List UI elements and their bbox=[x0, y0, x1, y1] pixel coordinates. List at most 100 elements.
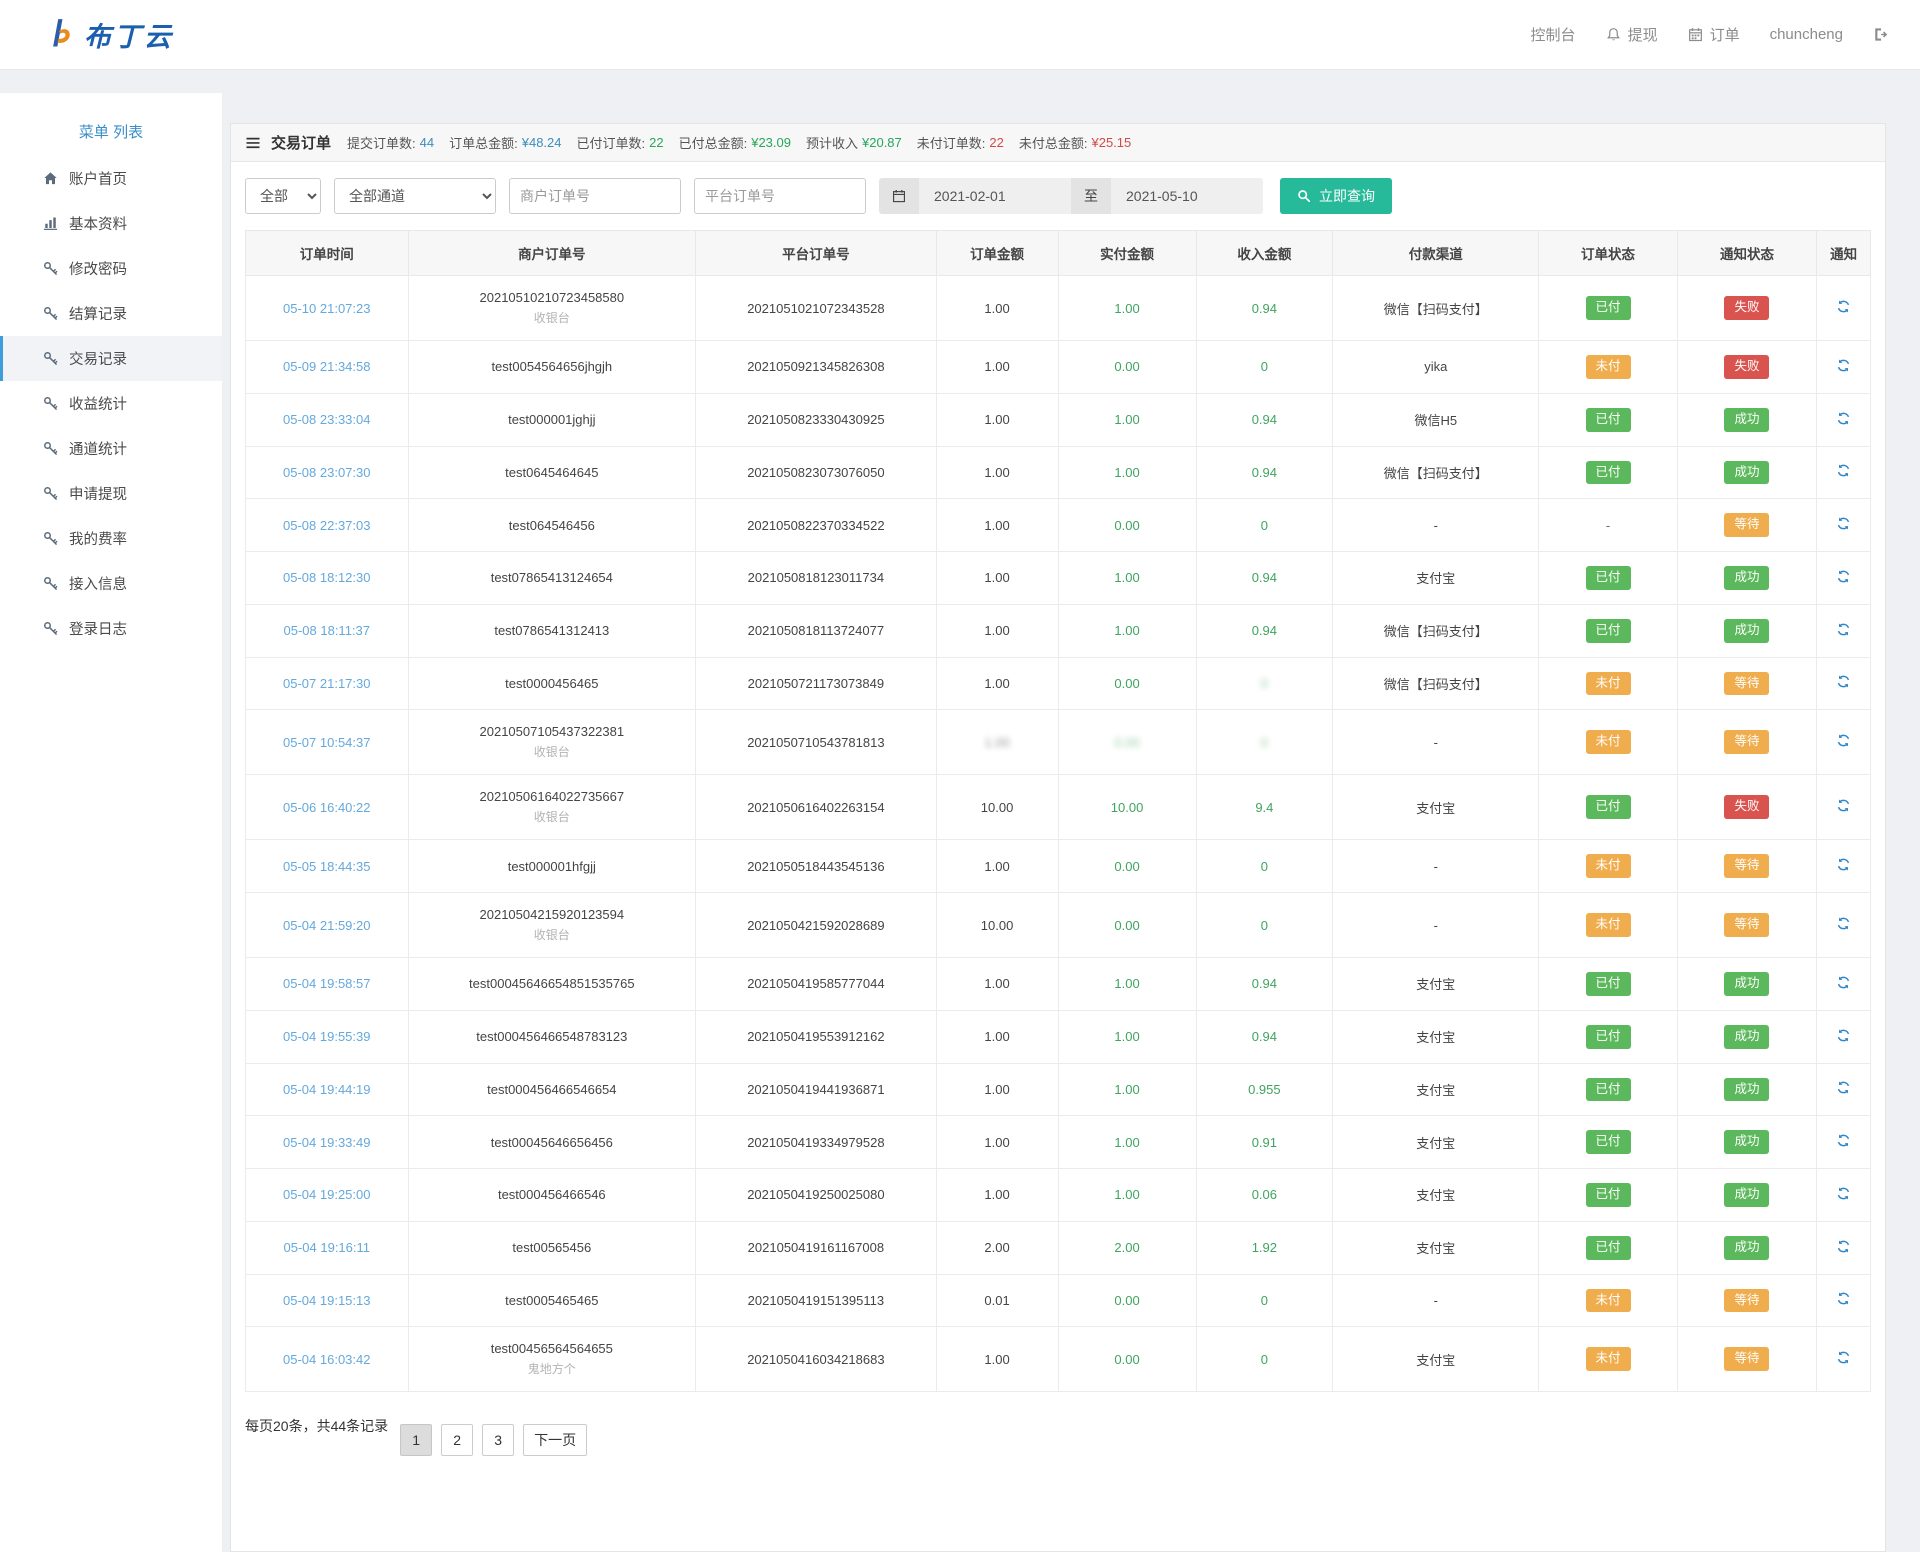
refresh-icon[interactable] bbox=[1836, 1133, 1851, 1148]
order-time-cell: 05-08 18:11:37 bbox=[246, 604, 409, 657]
order-time-link[interactable]: 05-08 18:12:30 bbox=[283, 570, 370, 585]
sidebar-item-access-info[interactable]: 接入信息 bbox=[0, 561, 222, 606]
order-time-link[interactable]: 05-05 18:44:35 bbox=[283, 859, 370, 874]
order-time-link[interactable]: 05-04 19:33:49 bbox=[283, 1135, 370, 1150]
page-button-2[interactable]: 2 bbox=[441, 1424, 473, 1456]
sidebar-item-channel-stats[interactable]: 通道统计 bbox=[0, 426, 222, 471]
order-time-cell: 05-06 16:40:22 bbox=[246, 775, 409, 840]
order-time-link[interactable]: 05-04 19:25:00 bbox=[283, 1187, 370, 1202]
order-time-link[interactable]: 05-04 19:15:13 bbox=[283, 1293, 370, 1308]
sidebar-item-transaction-records[interactable]: 交易记录 bbox=[0, 336, 222, 381]
order-status-cell: 已付 bbox=[1539, 1010, 1677, 1063]
order-time-link[interactable]: 05-09 21:34:58 bbox=[283, 359, 370, 374]
col-header-order-status: 订单状态 bbox=[1539, 231, 1677, 276]
notify-status-cell: 成功 bbox=[1677, 1169, 1817, 1222]
nav-username[interactable]: chuncheng bbox=[1770, 26, 1843, 43]
order-time-link[interactable]: 05-06 16:40:22 bbox=[283, 800, 370, 815]
order-status-badge: 已付 bbox=[1586, 296, 1631, 320]
payment-channel: 微信【扫码支付】 bbox=[1333, 276, 1539, 341]
nav-orders[interactable]: 订单 bbox=[1688, 24, 1740, 45]
notify-cell bbox=[1817, 893, 1871, 958]
income-amount: 0 bbox=[1196, 1327, 1332, 1392]
merchant-order-no: test00456564564655 bbox=[415, 1341, 690, 1356]
order-time-link[interactable]: 05-04 21:59:20 bbox=[283, 918, 370, 933]
sidebar-item-basic-info[interactable]: 基本资料 bbox=[0, 201, 222, 246]
notify-status-cell: 成功 bbox=[1677, 1221, 1817, 1274]
logout-button[interactable] bbox=[1873, 27, 1888, 42]
refresh-icon[interactable] bbox=[1836, 411, 1851, 426]
sidebar-item-login-logs[interactable]: 登录日志 bbox=[0, 606, 222, 651]
order-status-cell: 未付 bbox=[1539, 710, 1677, 775]
refresh-icon[interactable] bbox=[1836, 516, 1851, 531]
date-to-input[interactable] bbox=[1111, 178, 1263, 214]
notify-cell bbox=[1817, 657, 1871, 710]
income-amount: 0.94 bbox=[1196, 276, 1332, 341]
order-time-link[interactable]: 05-04 19:55:39 bbox=[283, 1029, 370, 1044]
refresh-icon[interactable] bbox=[1836, 463, 1851, 478]
sidebar: 菜单 列表 账户首页基本资料修改密码结算记录交易记录收益统计通道统计申请提现我的… bbox=[0, 93, 222, 1552]
sidebar-item-apply-withdraw[interactable]: 申请提现 bbox=[0, 471, 222, 516]
order-time-link[interactable]: 05-04 19:58:57 bbox=[283, 976, 370, 991]
order-amount: 1.00 bbox=[936, 446, 1058, 499]
sidebar-item-my-rates[interactable]: 我的费率 bbox=[0, 516, 222, 561]
order-time-link[interactable]: 05-04 16:03:42 bbox=[283, 1352, 370, 1367]
date-from-input[interactable] bbox=[919, 178, 1071, 214]
order-time-link[interactable]: 05-04 19:16:11 bbox=[284, 1240, 371, 1255]
order-time-link[interactable]: 05-08 18:11:37 bbox=[284, 623, 371, 638]
merchant-order-no-cell: test00456564564655鬼地方个 bbox=[408, 1327, 696, 1392]
platform-order-input[interactable] bbox=[694, 178, 866, 214]
notify-status-badge: 失败 bbox=[1724, 355, 1769, 379]
next-page-button[interactable]: 下一页 bbox=[523, 1424, 587, 1456]
order-status-cell: 已付 bbox=[1539, 446, 1677, 499]
refresh-icon[interactable] bbox=[1836, 1186, 1851, 1201]
sidebar-item-change-password[interactable]: 修改密码 bbox=[0, 246, 222, 291]
order-time-cell: 05-08 22:37:03 bbox=[246, 499, 409, 552]
notify-status-cell: 等待 bbox=[1677, 1327, 1817, 1392]
sidebar-item-income-stats[interactable]: 收益统计 bbox=[0, 381, 222, 426]
refresh-icon[interactable] bbox=[1836, 1239, 1851, 1254]
refresh-icon[interactable] bbox=[1836, 916, 1851, 931]
notify-status-cell: 等待 bbox=[1677, 840, 1817, 893]
channel-select[interactable]: 全部通道 bbox=[334, 178, 496, 214]
refresh-icon[interactable] bbox=[1836, 798, 1851, 813]
payment-channel: 微信【扫码支付】 bbox=[1333, 446, 1539, 499]
merchant-order-input[interactable] bbox=[509, 178, 681, 214]
order-time-cell: 05-07 21:17:30 bbox=[246, 657, 409, 710]
sidebar-item-settlement-records[interactable]: 结算记录 bbox=[0, 291, 222, 336]
refresh-icon[interactable] bbox=[1836, 1291, 1851, 1306]
notify-cell bbox=[1817, 710, 1871, 775]
nav-orders-label: 订单 bbox=[1710, 24, 1740, 45]
order-time-link[interactable]: 05-08 23:33:04 bbox=[283, 412, 370, 427]
refresh-icon[interactable] bbox=[1836, 1350, 1851, 1365]
order-amount: 1.00 bbox=[936, 657, 1058, 710]
order-time-cell: 05-05 18:44:35 bbox=[246, 840, 409, 893]
refresh-icon[interactable] bbox=[1836, 674, 1851, 689]
table-row: 05-04 16:03:42test00456564564655鬼地方个2021… bbox=[246, 1327, 1871, 1392]
order-time-link[interactable]: 05-07 10:54:37 bbox=[283, 735, 370, 750]
refresh-icon[interactable] bbox=[1836, 358, 1851, 373]
refresh-icon[interactable] bbox=[1836, 1080, 1851, 1095]
order-time-link[interactable]: 05-08 23:07:30 bbox=[283, 465, 370, 480]
order-status-badge: 已付 bbox=[1586, 408, 1631, 432]
refresh-icon[interactable] bbox=[1836, 622, 1851, 637]
order-time-link[interactable]: 05-07 21:17:30 bbox=[283, 676, 370, 691]
platform-order-no: 2021050421592028689 bbox=[696, 893, 937, 958]
nav-console[interactable]: 控制台 bbox=[1531, 24, 1576, 45]
refresh-icon[interactable] bbox=[1836, 975, 1851, 990]
refresh-icon[interactable] bbox=[1836, 857, 1851, 872]
refresh-icon[interactable] bbox=[1836, 1028, 1851, 1043]
order-time-link[interactable]: 05-04 19:44:19 bbox=[283, 1082, 370, 1097]
merchant-order-no-cell: test064546456 bbox=[408, 499, 696, 552]
refresh-icon[interactable] bbox=[1836, 733, 1851, 748]
status-select[interactable]: 全部 bbox=[245, 178, 321, 214]
order-time-link[interactable]: 05-08 22:37:03 bbox=[283, 518, 370, 533]
sidebar-item-account-home[interactable]: 账户首页 bbox=[0, 156, 222, 201]
nav-withdraw[interactable]: 提现 bbox=[1606, 24, 1658, 45]
search-button[interactable]: 立即查询 bbox=[1280, 178, 1392, 214]
page-button-3[interactable]: 3 bbox=[482, 1424, 514, 1456]
page-button-1[interactable]: 1 bbox=[400, 1424, 432, 1456]
order-time-link[interactable]: 05-10 21:07:23 bbox=[283, 301, 370, 316]
refresh-icon[interactable] bbox=[1836, 569, 1851, 584]
app-logo[interactable]: 布丁云 bbox=[48, 15, 174, 54]
refresh-icon[interactable] bbox=[1836, 299, 1851, 314]
